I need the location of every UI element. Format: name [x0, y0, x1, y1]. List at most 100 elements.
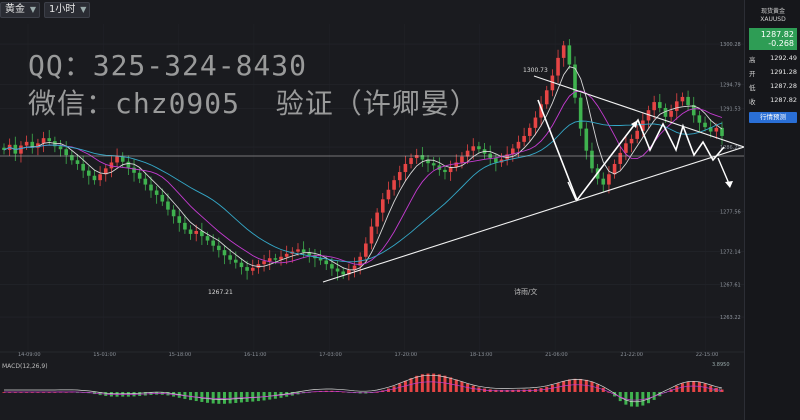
- triangle-lower-trendline[interactable]: [322, 146, 744, 283]
- macd-bar: [217, 392, 221, 404]
- forecast-button[interactable]: 行情预测: [749, 112, 797, 123]
- candle-body: [624, 143, 628, 153]
- macd-bar: [415, 375, 419, 392]
- macd-bar: [256, 392, 260, 402]
- breakdown-arrow-head: [725, 181, 733, 188]
- candle-body: [460, 156, 464, 163]
- candle-body: [420, 155, 425, 160]
- candle-body: [64, 149, 68, 156]
- macd-bar: [618, 392, 622, 402]
- candle-body: [171, 209, 176, 217]
- candle-body: [392, 180, 396, 190]
- candle-body: [578, 97, 583, 129]
- ma-line-10: [3, 90, 723, 265]
- candle-body: [228, 255, 232, 260]
- candle-body: [443, 169, 447, 173]
- stat-value: 1291.28: [770, 68, 797, 76]
- stat-value: 1292.49: [770, 54, 797, 62]
- macd-bar: [449, 377, 453, 392]
- triangle-upper-trendline[interactable]: [533, 75, 744, 148]
- candle-body: [522, 135, 526, 142]
- chevron-down-icon: ▼: [80, 5, 87, 14]
- candle-body: [646, 110, 651, 121]
- candle-body: [132, 167, 136, 173]
- candle-body: [641, 120, 645, 131]
- candle-body: [550, 75, 555, 91]
- candle-body: [318, 258, 323, 261]
- candle-body: [454, 162, 459, 167]
- candle-body: [245, 267, 249, 271]
- moving-averages-layer: [3, 66, 723, 271]
- candle-body: [41, 138, 46, 144]
- candle-body: [720, 127, 724, 136]
- candle-body: [250, 267, 255, 271]
- stat-row-low: 低 1287.28: [749, 82, 797, 92]
- macd-bar: [251, 392, 255, 402]
- candlestick-chart[interactable]: 1300.28 1294.79 1291.53 1286.29 1277.56 1272.…: [0, 0, 744, 420]
- quote-panel: 现货黄金 XAUUSD 1287.82 -0.268 高 1292.49 开 129…: [744, 0, 800, 420]
- time-axis: 14-09:00 15-01:00 15-18:00 16-11:00 17-03:00…: [18, 352, 718, 358]
- macd-bar: [75, 392, 79, 393]
- macd-bar: [562, 380, 566, 392]
- macd-bar: [228, 392, 232, 404]
- macd-bar: [466, 383, 470, 392]
- x-tick-label: 17-20:00: [395, 352, 418, 358]
- candle-body: [177, 216, 182, 223]
- first-leg-line: [567, 181, 577, 201]
- macd-ytick: 3.8950: [712, 362, 730, 368]
- stat-label: 低: [749, 84, 756, 92]
- candle-body: [380, 199, 385, 213]
- macd-bar: [53, 392, 57, 393]
- candle-body: [601, 178, 606, 185]
- stat-row-high: 高 1292.49: [749, 54, 797, 64]
- candles-layer: [2, 39, 724, 281]
- candle-body: [607, 174, 611, 185]
- macd-bar: [403, 380, 407, 392]
- candle-body: [126, 161, 131, 168]
- candle-body: [397, 172, 402, 181]
- price-axis: 1300.28 1294.79 1291.53 1286.29 1277.56 1272.…: [720, 42, 741, 321]
- candle-body: [477, 146, 481, 150]
- candle-body: [200, 230, 204, 237]
- symbol-dropdown[interactable]: 黄金 ▼: [0, 2, 40, 18]
- candle-body: [567, 45, 572, 65]
- candle-body: [663, 107, 668, 117]
- candle-body: [115, 156, 119, 163]
- price-box: 1287.82 -0.268: [749, 28, 797, 50]
- candle-body: [341, 271, 346, 275]
- stat-label: 高: [749, 56, 756, 64]
- timeframe-dropdown[interactable]: 1小时 ▼: [44, 2, 91, 18]
- zigzag-projection[interactable]: [537, 99, 725, 202]
- candle-body: [533, 117, 538, 128]
- candle-body: [273, 258, 278, 260]
- macd-bar: [194, 392, 198, 402]
- timeframe-label: 1小时: [49, 4, 76, 15]
- symbol-label: 黄金: [5, 4, 25, 15]
- candle-body: [635, 130, 639, 139]
- zigzag-arrow-head: [631, 120, 638, 128]
- candle-body: [19, 145, 23, 154]
- y-tick-label: 1286.29: [720, 145, 741, 151]
- candle-body: [330, 264, 334, 269]
- chart-background: [0, 0, 744, 420]
- x-tick-label: 15-01:00: [93, 352, 116, 358]
- candle-body: [58, 146, 63, 150]
- candle-body: [256, 264, 261, 268]
- candle-body: [505, 154, 509, 160]
- macd-bar: [703, 383, 707, 392]
- watermark-wechat: 微信：chz0905 验证（许卿晏）: [28, 87, 479, 120]
- candle-body: [143, 178, 148, 185]
- macd-bar: [573, 378, 577, 392]
- stat-row-close: 收 1287.82: [749, 96, 797, 106]
- stat-value: 1287.82: [770, 96, 797, 104]
- candle-body: [426, 159, 430, 164]
- x-tick-label: 18-13:00: [470, 352, 493, 358]
- candle-body: [708, 127, 713, 132]
- macd-bar: [42, 392, 46, 393]
- candle-body: [652, 102, 656, 111]
- drawing-tools-layer: [0, 75, 744, 283]
- candle-body: [109, 162, 114, 169]
- macd-bar: [692, 381, 696, 392]
- macd-bar: [635, 392, 639, 407]
- chart-toolbar: 黄金 ▼ 1小时 ▼: [0, 0, 744, 20]
